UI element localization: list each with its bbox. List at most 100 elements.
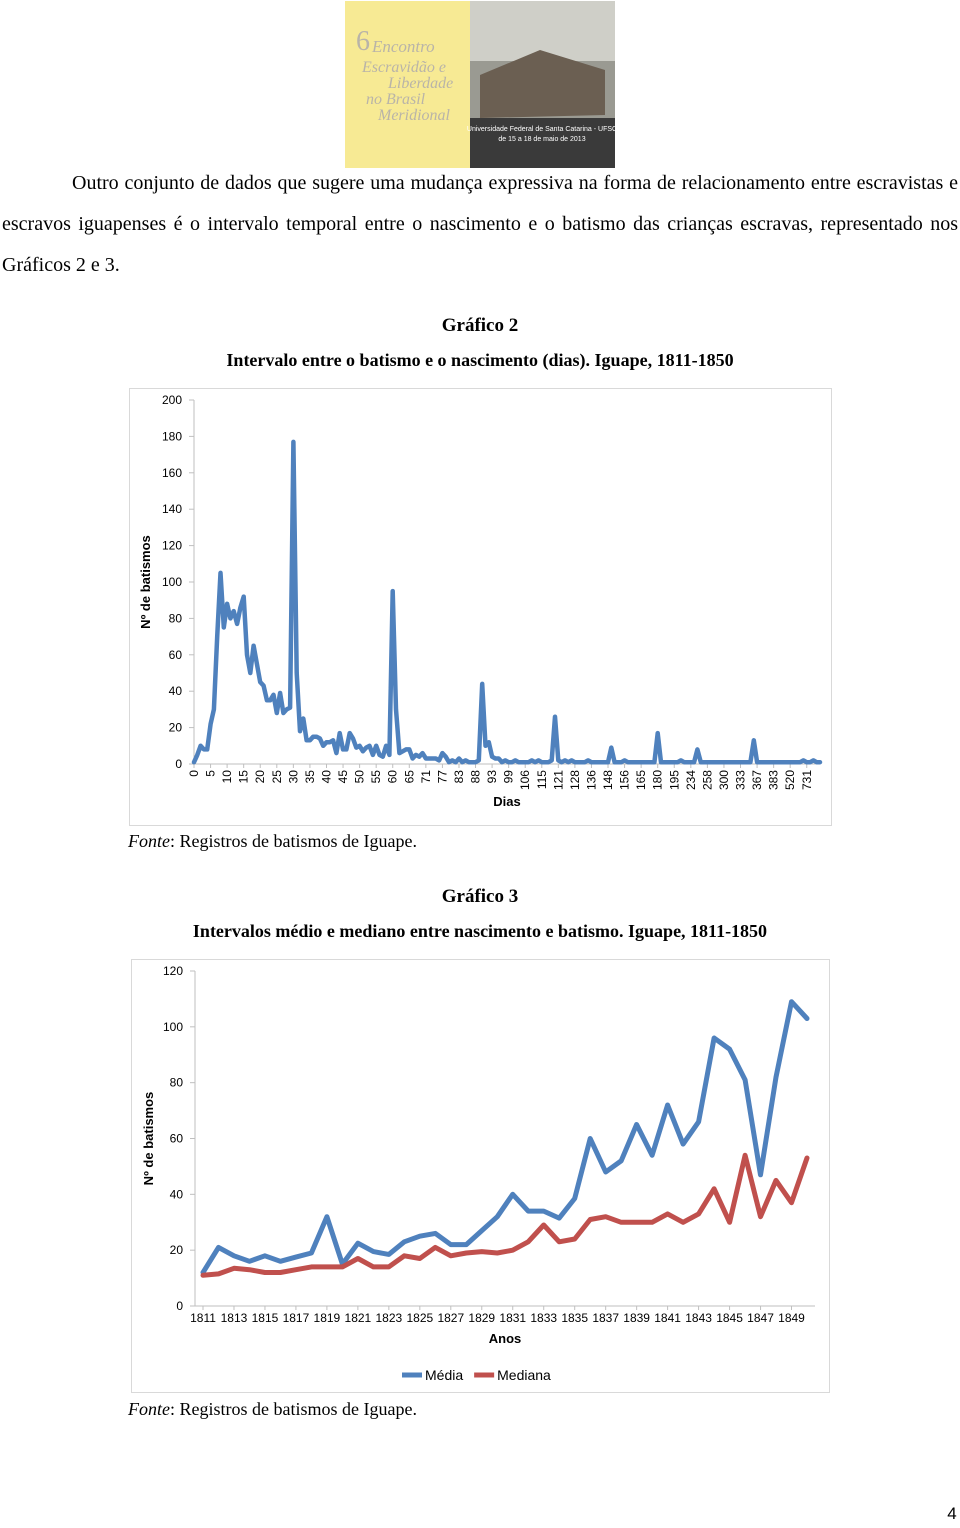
x-tick-label: 195 xyxy=(667,770,681,790)
x-tick-label: 1849 xyxy=(778,1311,805,1325)
x-tick-label: 93 xyxy=(485,770,499,784)
x-tick-label: 333 xyxy=(734,770,748,790)
x-tick-label: 300 xyxy=(717,770,731,790)
chart-title: Gráfico 3 xyxy=(442,886,519,907)
x-tick-label: 1847 xyxy=(747,1311,774,1325)
chart-title: Gráfico 2 xyxy=(442,315,519,336)
source-text: : Registros de batismos de Iguape. xyxy=(170,831,417,851)
y-tick-label: 100 xyxy=(163,1020,183,1034)
x-tick-label: 1841 xyxy=(654,1311,681,1325)
y-tick-label: 40 xyxy=(170,1187,184,1201)
data-line xyxy=(200,999,810,1275)
x-tick-label: 156 xyxy=(618,770,632,790)
chart-subtitle: Intervalos médio e mediano entre nascime… xyxy=(193,921,767,941)
x-tick-label: 20 xyxy=(253,770,267,784)
x-tick-label: 30 xyxy=(286,770,300,784)
chart-frame xyxy=(131,959,830,1393)
y-axis-title: Nº de batismos xyxy=(141,1092,156,1186)
x-tick-label: 1843 xyxy=(685,1311,712,1325)
y-tick-label: 200 xyxy=(162,393,182,407)
x-tick-label: 1821 xyxy=(345,1311,372,1325)
logo-text: Meridional xyxy=(377,107,451,124)
source-label: Fonte xyxy=(128,1399,170,1419)
x-tick-label: 45 xyxy=(336,770,350,784)
x-tick-label: 731 xyxy=(800,770,814,790)
logo-text: Encontro xyxy=(371,37,435,56)
y-tick-label: 60 xyxy=(170,1132,184,1146)
x-tick-label: 1837 xyxy=(592,1311,619,1325)
x-tick-label: 1829 xyxy=(468,1311,495,1325)
y-tick-label: 120 xyxy=(163,964,183,978)
x-tick-label: 1831 xyxy=(499,1311,526,1325)
y-tick-label: 180 xyxy=(162,429,182,443)
x-tick-label: 71 xyxy=(419,770,433,784)
logo-text: Liberdade xyxy=(387,75,453,92)
legend-label: Média xyxy=(425,1367,463,1383)
logo-footer: Universidade Federal de Santa Catarina -… xyxy=(467,126,617,133)
logo-left xyxy=(345,1,470,168)
x-tick-label: 1819 xyxy=(314,1311,341,1325)
legend-label: Mediana xyxy=(497,1367,551,1383)
x-tick-label: 367 xyxy=(750,770,764,790)
x-tick-label: 1835 xyxy=(561,1311,588,1325)
source-text: : Registros de batismos de Iguape. xyxy=(170,1399,417,1419)
x-tick-label: 55 xyxy=(369,770,383,784)
x-tick-label: 35 xyxy=(303,770,317,784)
x-tick-label: 15 xyxy=(237,770,251,784)
data-line xyxy=(191,439,823,765)
y-tick-label: 120 xyxy=(162,539,182,553)
chart-frame xyxy=(129,388,832,826)
x-tick-label: 50 xyxy=(353,770,367,784)
x-tick-label: 25 xyxy=(270,770,284,784)
y-tick-label: 100 xyxy=(162,575,182,589)
logo-text: 6 xyxy=(356,26,370,57)
y-tick-label: 160 xyxy=(162,466,182,480)
x-tick-label: 10 xyxy=(220,770,234,784)
x-tick-label: 165 xyxy=(634,770,648,790)
x-tick-label: 1813 xyxy=(221,1311,248,1325)
chart-subtitle: Intervalo entre o batismo e o nascimento… xyxy=(226,350,733,371)
x-tick-label: 40 xyxy=(319,770,333,784)
y-tick-label: 20 xyxy=(169,721,183,735)
y-tick-label: 80 xyxy=(170,1076,184,1090)
x-tick-label: 128 xyxy=(568,770,582,790)
y-tick-label: 0 xyxy=(175,757,182,771)
page-number: 4 xyxy=(947,1504,956,1523)
x-tick-label: 1825 xyxy=(406,1311,433,1325)
y-tick-label: 40 xyxy=(169,684,183,698)
y-tick-label: 0 xyxy=(176,1299,183,1313)
x-tick-label: 1817 xyxy=(283,1311,310,1325)
x-tick-label: 258 xyxy=(700,770,714,790)
y-axis-title: Nº de batismos xyxy=(138,535,153,629)
x-tick-label: 0 xyxy=(187,770,201,777)
paragraph: Outro conjunto de dados que sugere uma m… xyxy=(2,172,958,276)
x-tick-label: 115 xyxy=(535,770,549,789)
x-tick-label: 520 xyxy=(783,770,797,790)
x-tick-label: 60 xyxy=(386,770,400,784)
x-tick-label: 106 xyxy=(518,770,532,790)
x-tick-label: 383 xyxy=(767,770,781,790)
x-tick-label: 1811 xyxy=(190,1311,216,1325)
source-label: Fonte xyxy=(128,831,170,851)
logo-house xyxy=(480,50,605,118)
x-tick-label: 1833 xyxy=(530,1311,557,1325)
x-tick-label: 136 xyxy=(584,770,598,790)
x-axis-title: Anos xyxy=(489,1331,522,1346)
x-tick-label: 1845 xyxy=(716,1311,743,1325)
data-line xyxy=(200,1152,810,1278)
x-tick-label: 121 xyxy=(551,770,565,790)
x-tick-label: 148 xyxy=(601,770,615,790)
x-tick-label: 99 xyxy=(502,770,516,784)
x-tick-label: 88 xyxy=(469,770,483,784)
x-tick-label: 65 xyxy=(402,770,416,784)
x-tick-label: 77 xyxy=(435,770,449,784)
x-tick-label: 1815 xyxy=(252,1311,279,1325)
y-tick-label: 80 xyxy=(169,611,183,625)
logo-text: no Brasil xyxy=(366,91,426,108)
y-tick-label: 20 xyxy=(170,1243,184,1257)
x-tick-label: 5 xyxy=(204,770,218,777)
x-tick-label: 83 xyxy=(452,770,466,784)
x-axis-title: Dias xyxy=(493,794,520,809)
